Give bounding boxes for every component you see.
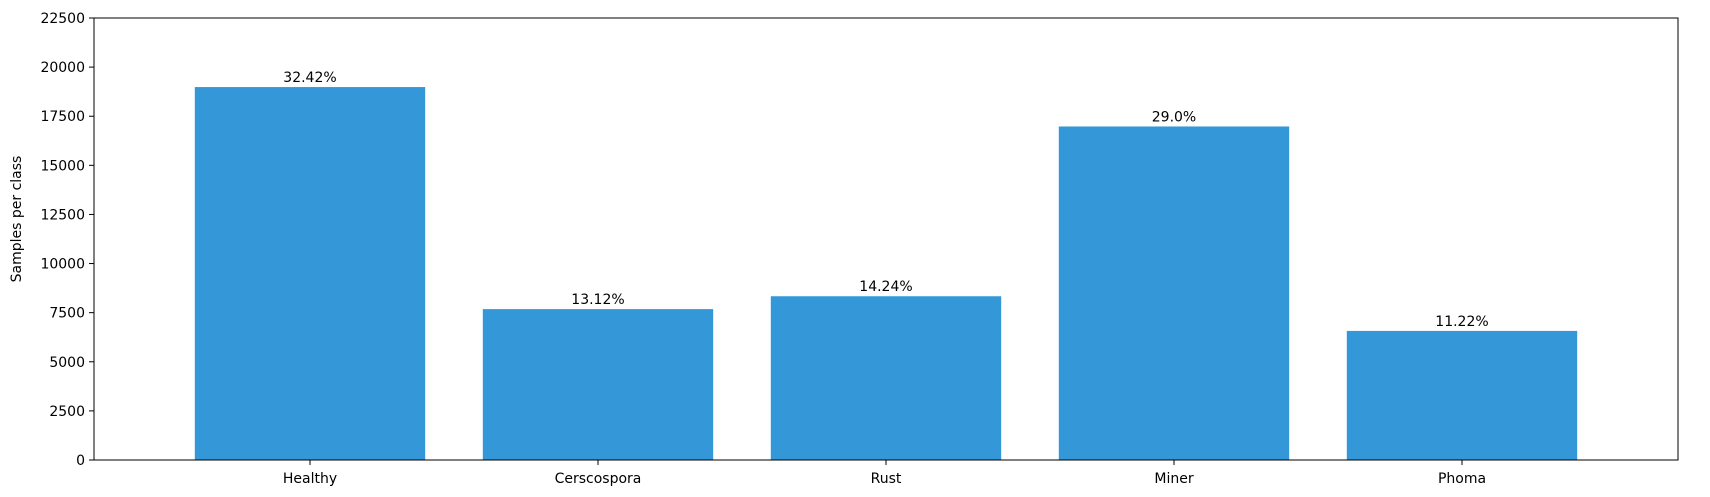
- y-tick-label: 17500: [40, 109, 85, 125]
- bar-healthy: [194, 87, 426, 460]
- x-tick-label: Phoma: [1438, 471, 1486, 487]
- data-label-healthy: 32.42%: [283, 70, 336, 86]
- y-tick-label: 0: [76, 453, 85, 469]
- y-tick-label: 22500: [40, 11, 85, 27]
- data-label-cerscospora: 13.12%: [571, 292, 624, 308]
- data-label-phoma: 11.22%: [1435, 314, 1488, 330]
- data-label-rust: 14.24%: [859, 279, 912, 295]
- x-tick-label: Cerscospora: [555, 471, 642, 487]
- y-tick-label: 5000: [49, 355, 85, 371]
- bar-rust: [770, 296, 1002, 460]
- bars: [194, 87, 1578, 460]
- x-axis-ticks: Healthy Cerscospora Rust Miner Phoma: [283, 460, 1486, 487]
- y-axis-ticks: 0 2500 5000 7500 10000 12500 15000 17500 20000 22…: [40, 11, 94, 469]
- data-label-miner: 29.0%: [1152, 109, 1196, 125]
- y-tick-label: 10000: [40, 257, 85, 273]
- y-tick-label: 15000: [40, 158, 85, 174]
- bar-miner: [1058, 126, 1290, 460]
- data-labels: 32.42% 13.12% 14.24% 29.0% 11.22%: [283, 70, 1488, 330]
- y-tick-label: 12500: [40, 207, 85, 223]
- y-tick-label: 2500: [49, 404, 85, 420]
- x-tick-label: Healthy: [283, 471, 337, 487]
- bar-cerscospora: [482, 309, 714, 460]
- x-tick-label: Rust: [871, 471, 902, 487]
- y-tick-label: 7500: [49, 306, 85, 322]
- x-tick-label: Miner: [1154, 471, 1193, 487]
- y-axis-title: Samples per class: [9, 156, 25, 283]
- y-tick-label: 20000: [40, 60, 85, 76]
- plot-frame: [93, 17, 1679, 461]
- bar-phoma: [1346, 330, 1578, 460]
